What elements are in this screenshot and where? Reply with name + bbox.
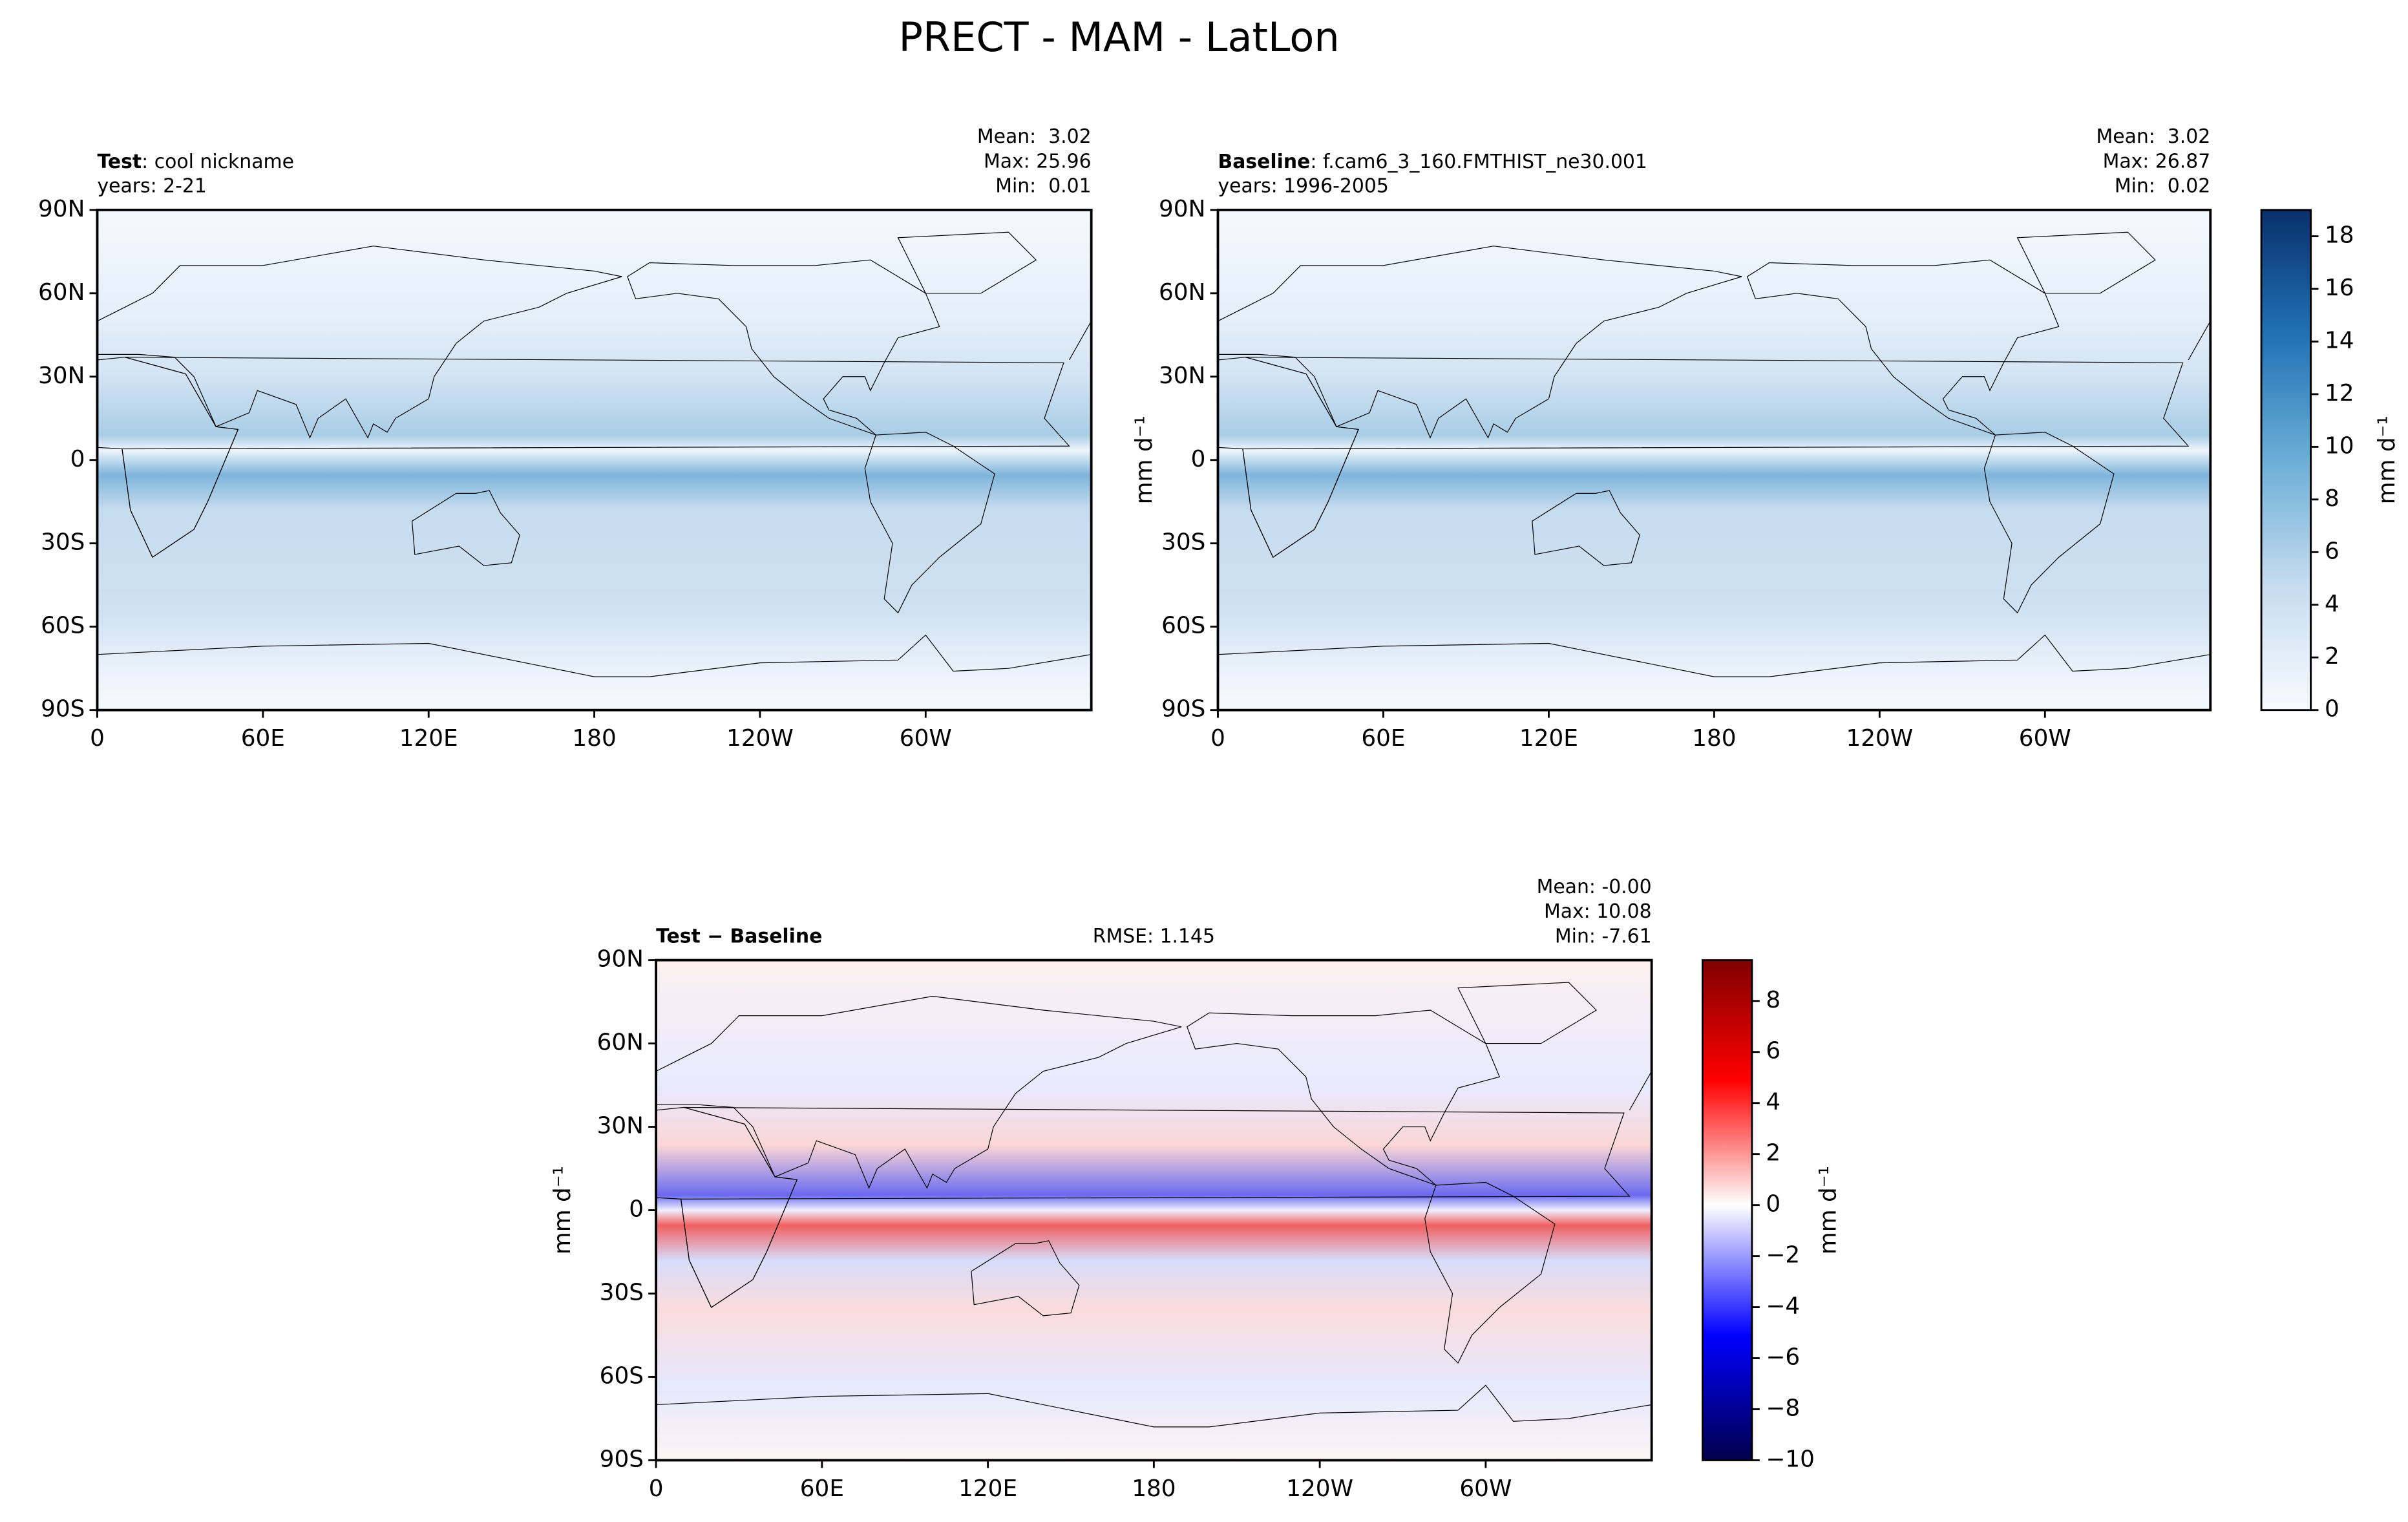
colorbar-tick-label: 12 [2325, 380, 2354, 407]
y-tick-label: 0 [629, 1196, 644, 1223]
panel-title: Baseline: f.cam6_3_160.FMTHIST_ne30.001 [1218, 150, 1647, 173]
y-tick-label: 30S [41, 529, 85, 556]
x-tick-label: 60E [1361, 725, 1405, 752]
y-tick-label: 60S [41, 613, 85, 639]
y-tick-label: 90N [1159, 196, 1205, 222]
stat: Mean: 3.02 [2096, 125, 2210, 148]
colorbar-tick-label: 0 [1766, 1191, 1780, 1218]
figure-title: PRECT - MAM - LatLon [899, 14, 1340, 61]
x-tick-label: 180 [572, 725, 616, 752]
colorbar-tick-label: 2 [1766, 1140, 1780, 1167]
panel-label: Test − Baseline [656, 925, 822, 947]
panel-label: Baseline [1218, 150, 1310, 173]
x-tick-label: 120W [1846, 725, 1913, 752]
stat: Max: 26.87 [2103, 150, 2211, 173]
y-tick-label: 0 [70, 446, 85, 472]
colorbar-tick-label: −10 [1766, 1446, 1815, 1472]
y-tick-label: 30N [597, 1113, 644, 1139]
panel-title: Test: cool nickname [97, 150, 293, 173]
colorbar-tick-label: 4 [1766, 1089, 1780, 1115]
x-tick-label: 120W [1286, 1475, 1353, 1502]
stat: Mean: 3.02 [977, 125, 1092, 148]
x-tick-label: 60W [900, 725, 952, 752]
x-tick-label: 180 [1132, 1475, 1176, 1502]
y-tick-label: 30N [1159, 363, 1205, 389]
y-tick-label: 90S [41, 696, 85, 723]
stat: Max: 10.08 [1544, 900, 1652, 923]
x-tick-label: 60E [800, 1475, 844, 1502]
stat: Min: 0.01 [995, 175, 1091, 198]
colorbar-tick-label: 8 [1766, 987, 1780, 1013]
y-tick-label: 90N [597, 946, 644, 973]
y-tick-label: 30N [38, 363, 85, 389]
colorbar-tick-label: 16 [2325, 275, 2354, 301]
x-tick-label: 60W [1459, 1475, 1512, 1502]
y-tick-label: 90N [38, 196, 85, 222]
colorbar-tick-label: 0 [2325, 696, 2339, 723]
y-tick-label: 60N [597, 1030, 644, 1056]
colorbar-tick-label: 14 [2325, 327, 2354, 354]
y-tick-label: 90S [600, 1446, 644, 1472]
panel-years: years: 1996-2005 [1218, 175, 1388, 198]
colorbar-tick-label: −2 [1766, 1242, 1800, 1269]
y-tick-label: 60S [1161, 613, 1205, 639]
x-tick-label: 120E [958, 1475, 1017, 1502]
colorbar-tick-label: 8 [2325, 485, 2339, 512]
x-tick-label: 60E [241, 725, 285, 752]
colorbar-tick-label: 6 [2325, 538, 2339, 564]
panel-sublabel: : cool nickname [142, 150, 294, 173]
colorbar-label: mm d⁻¹ [2374, 416, 2400, 504]
y-axis-label: mm d⁻¹ [1131, 416, 1157, 504]
stat: Min: -7.61 [1555, 925, 1652, 947]
y-tick-label: 30S [600, 1280, 644, 1306]
x-tick-label: 60W [2019, 725, 2071, 752]
stat: Mean: -0.00 [1537, 876, 1652, 898]
stat: Max: 25.96 [984, 150, 1092, 173]
panel-years: years: 2-21 [97, 175, 206, 198]
colorbar-tick-label: 6 [1766, 1038, 1780, 1064]
panel-label: Test [97, 150, 142, 173]
rmse: RMSE: 1.145 [1093, 925, 1215, 947]
colorbar-tick-label: −4 [1766, 1293, 1800, 1320]
x-tick-label: 120W [726, 725, 794, 752]
colorbar [2260, 209, 2312, 712]
panel-sublabel: : f.cam6_3_160.FMTHIST_ne30.001 [1310, 150, 1647, 173]
x-tick-label: 120E [399, 725, 458, 752]
colorbar-tick-label: 10 [2325, 432, 2354, 459]
y-tick-label: 30S [1161, 529, 1205, 556]
colorbar-tick-label: 2 [2325, 643, 2339, 670]
y-tick-label: 60N [1159, 279, 1205, 306]
y-tick-label: 60S [600, 1362, 644, 1389]
y-axis-label: mm d⁻¹ [549, 1166, 576, 1254]
colorbar-tick-label: −6 [1766, 1344, 1800, 1371]
x-tick-label: 180 [1692, 725, 1736, 752]
y-tick-label: 0 [1191, 446, 1206, 472]
y-tick-label: 90S [1161, 696, 1205, 723]
x-tick-label: 0 [649, 1475, 664, 1502]
x-tick-label: 0 [1210, 725, 1225, 752]
colorbar-tick-label: 18 [2325, 222, 2354, 249]
x-tick-label: 0 [90, 725, 105, 752]
x-tick-label: 120E [1519, 725, 1578, 752]
colorbar-tick-label: −8 [1766, 1395, 1800, 1421]
y-tick-label: 60N [38, 279, 85, 306]
stat: Min: 0.02 [2115, 175, 2210, 198]
colorbar-label: mm d⁻¹ [1815, 1166, 1841, 1254]
colorbar [1702, 959, 1753, 1461]
colorbar-tick-label: 4 [2325, 591, 2339, 617]
